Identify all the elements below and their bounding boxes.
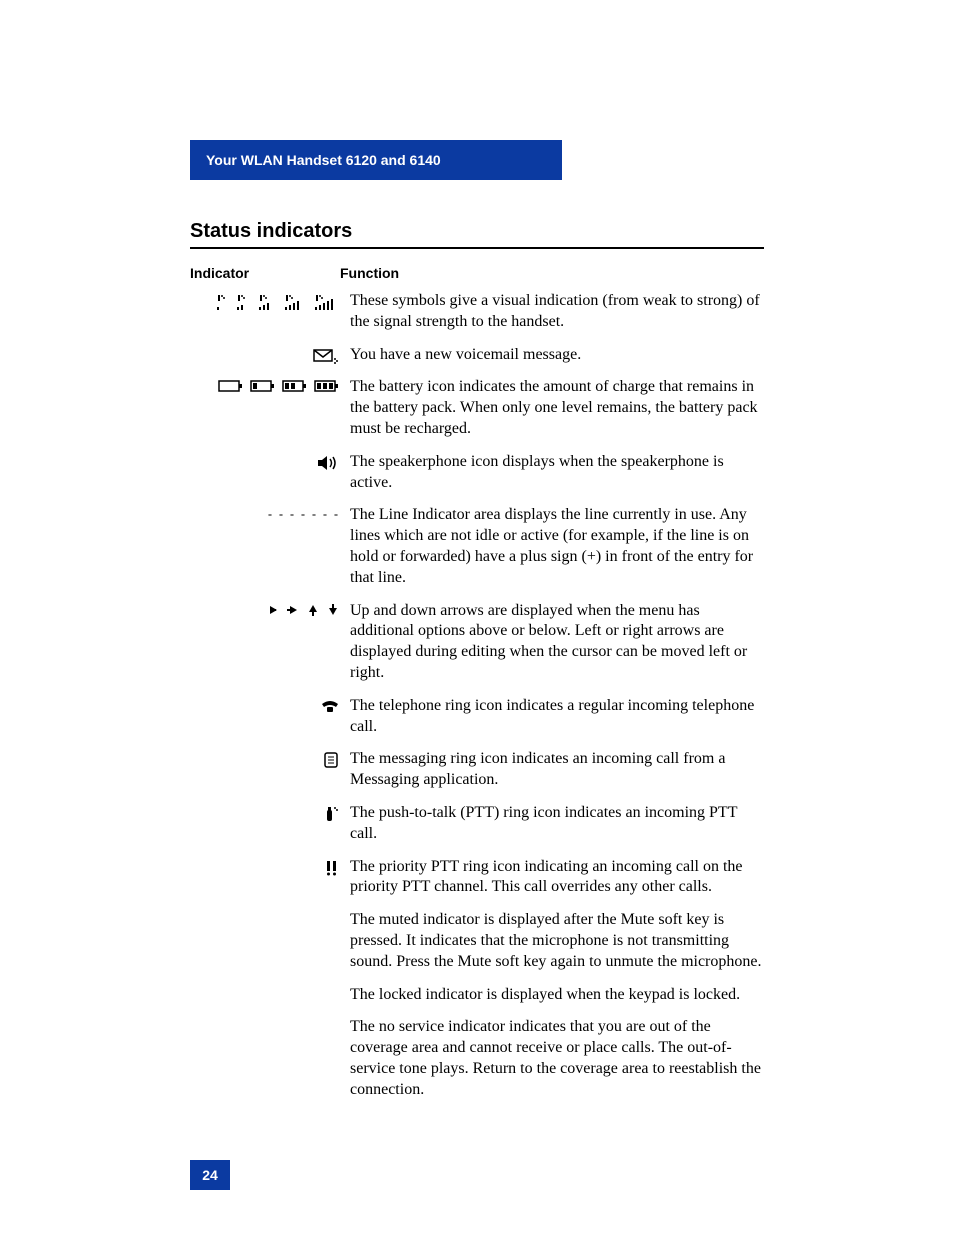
nav-arrows-icon xyxy=(190,601,350,617)
header-function: Function xyxy=(340,265,764,281)
row-text: The no service indicator indicates that … xyxy=(350,1017,764,1100)
table-row: These symbols give a visual indication (… xyxy=(190,291,764,333)
row-text: The Line Indicator area displays the lin… xyxy=(350,505,764,588)
table-row: The battery icon indicates the amount of… xyxy=(190,377,764,439)
section-heading: Status indicators xyxy=(190,220,764,249)
telephone-ring-icon xyxy=(190,696,350,714)
table-row: - - - - - - - The Line Indicator area di… xyxy=(190,505,764,588)
signal-bars-icon xyxy=(190,291,350,311)
page-number: 24 xyxy=(190,1160,230,1190)
table-row: The locked indicator is displayed when t… xyxy=(190,985,764,1006)
row-text: Up and down arrows are displayed when th… xyxy=(350,601,764,684)
table-row: The priority PTT ring icon indicating an… xyxy=(190,857,764,899)
table-row: The telephone ring icon indicates a regu… xyxy=(190,696,764,738)
document-page: Your WLAN Handset 6120 and 6140 Status i… xyxy=(0,0,954,1230)
row-text: The battery icon indicates the amount of… xyxy=(350,377,764,439)
battery-levels-icon xyxy=(190,377,350,393)
table-row: The messaging ring icon indicates an inc… xyxy=(190,749,764,791)
ptt-ring-icon xyxy=(190,803,350,823)
header-indicator: Indicator xyxy=(190,265,340,281)
row-text: The locked indicator is displayed when t… xyxy=(350,985,764,1006)
line-indicator-dots-icon: - - - - - - - xyxy=(190,505,350,522)
speakerphone-icon xyxy=(190,452,350,472)
no-service-icon xyxy=(190,1017,350,1019)
chapter-header: Your WLAN Handset 6120 and 6140 xyxy=(190,140,562,180)
chapter-title: Your WLAN Handset 6120 and 6140 xyxy=(206,152,441,168)
table-row: Up and down arrows are displayed when th… xyxy=(190,601,764,684)
table-row: You have a new voicemail message. xyxy=(190,345,764,366)
row-text: The priority PTT ring icon indicating an… xyxy=(350,857,764,899)
row-text: You have a new voicemail message. xyxy=(350,345,764,366)
row-text: The telephone ring icon indicates a regu… xyxy=(350,696,764,738)
priority-ptt-icon xyxy=(190,857,350,877)
voicemail-envelope-icon xyxy=(190,345,350,365)
row-text: The messaging ring icon indicates an inc… xyxy=(350,749,764,791)
table-row: The push-to-talk (PTT) ring icon indicat… xyxy=(190,803,764,845)
table-row: The speakerphone icon displays when the … xyxy=(190,452,764,494)
row-text: The speakerphone icon displays when the … xyxy=(350,452,764,494)
messaging-ring-icon xyxy=(190,749,350,769)
table-row: The no service indicator indicates that … xyxy=(190,1017,764,1100)
row-text: The push-to-talk (PTT) ring icon indicat… xyxy=(350,803,764,845)
table-header-row: Indicator Function xyxy=(190,265,764,281)
row-text: The muted indicator is displayed after t… xyxy=(350,910,764,972)
status-indicators-table: Indicator Function These symbols give a … xyxy=(190,265,764,1113)
table-row: The muted indicator is displayed after t… xyxy=(190,910,764,972)
locked-icon xyxy=(190,985,350,987)
muted-icon xyxy=(190,910,350,912)
row-text: These symbols give a visual indication (… xyxy=(350,291,764,333)
